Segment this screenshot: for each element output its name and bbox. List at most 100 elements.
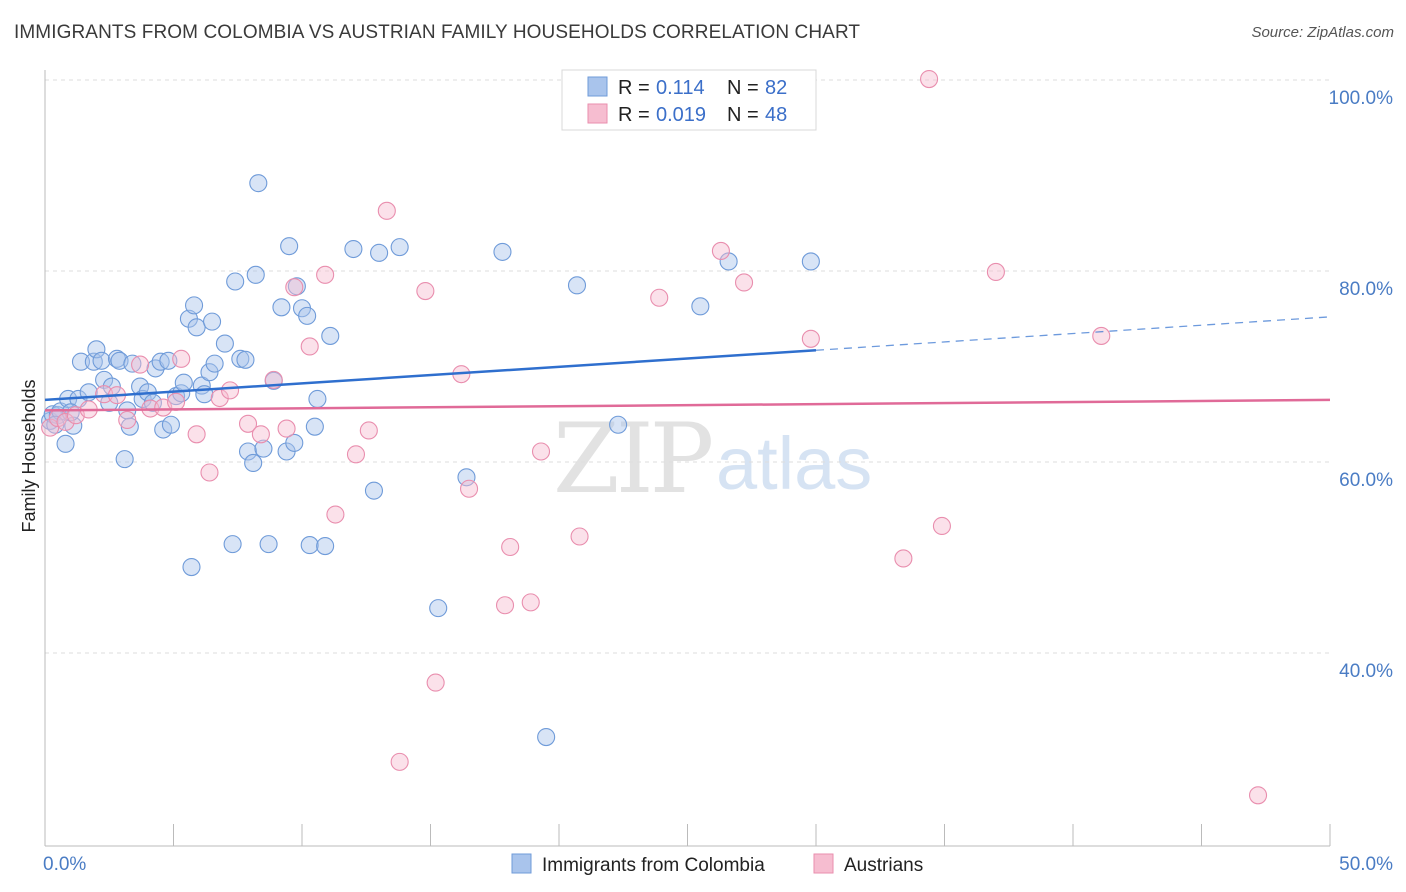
point-austrians-39 xyxy=(711,241,730,260)
top-legend-r-value-colombia: 0.114 xyxy=(656,77,705,99)
point-colombia-70 xyxy=(390,238,409,257)
point-austrians-46 xyxy=(986,262,1005,282)
point-austrians-30 xyxy=(426,673,445,692)
watermark: ZIP atlas xyxy=(553,403,872,515)
top-legend-n-value-austrians: 48 xyxy=(765,104,787,126)
point-austrians-11 xyxy=(167,392,186,411)
point-austrians-44 xyxy=(920,69,939,89)
point-colombia-46 xyxy=(231,349,250,368)
point-austrians-12 xyxy=(172,349,191,368)
top-legend-swatch-colombia xyxy=(587,76,608,97)
watermark-atlas: atlas xyxy=(716,422,872,505)
point-austrians-45 xyxy=(932,516,951,536)
point-colombia-30 xyxy=(161,415,180,434)
point-colombia-79 xyxy=(801,252,820,271)
point-austrians-35 xyxy=(521,593,540,612)
point-austrians-5 xyxy=(95,385,114,404)
point-colombia-35 xyxy=(182,557,201,577)
top-legend-swatch-austrians xyxy=(587,103,608,124)
point-colombia-32 xyxy=(172,384,191,403)
point-colombia-76 xyxy=(609,415,628,434)
bottom-legend-label-austrians: Austrians xyxy=(844,855,923,876)
point-austrians-47 xyxy=(1092,326,1111,345)
point-austrians-34 xyxy=(501,537,520,557)
point-colombia-69 xyxy=(370,243,389,262)
point-colombia-66 xyxy=(321,326,340,345)
point-colombia-18 xyxy=(115,450,134,469)
top-legend-n-label-austrians: N = xyxy=(727,104,759,126)
point-colombia-40 xyxy=(200,363,219,382)
point-colombia-44 xyxy=(223,535,242,554)
point-austrians-23 xyxy=(316,265,335,284)
point-austrians-43 xyxy=(894,549,913,568)
point-colombia-67 xyxy=(344,239,363,259)
point-austrians-28 xyxy=(390,752,409,771)
point-austrians-42 xyxy=(801,329,820,348)
point-colombia-49 xyxy=(244,453,263,473)
point-austrians-24 xyxy=(326,505,345,524)
point-austrians-40 xyxy=(734,273,754,292)
point-austrians-27 xyxy=(377,201,396,220)
point-colombia-78 xyxy=(719,252,738,271)
point-colombia-12 xyxy=(92,351,111,370)
chart-title: IMMIGRANTS FROM COLOMBIA VS AUSTRIAN FAM… xyxy=(14,22,861,43)
top-legend-r-label-austrians: R = xyxy=(618,104,650,126)
source-label: Source: ZipAtlas.com xyxy=(1251,24,1394,41)
point-colombia-8 xyxy=(71,352,91,371)
bottom-legend-label-colombia: Immigrants from Colombia xyxy=(542,855,765,876)
point-austrians-13 xyxy=(187,425,206,444)
top-legend-r-label-colombia: R = xyxy=(618,77,650,99)
point-colombia-41 xyxy=(203,312,222,331)
trend-line-colombia xyxy=(44,349,817,402)
point-austrians-16 xyxy=(220,381,240,400)
point-colombia-45 xyxy=(226,272,245,291)
point-colombia-57 xyxy=(280,237,299,256)
point-austrians-25 xyxy=(346,445,366,464)
point-austrians-17 xyxy=(238,414,258,433)
point-austrians-7 xyxy=(118,410,137,430)
point-colombia-55 xyxy=(272,298,291,317)
point-austrians-14 xyxy=(200,463,219,482)
point-austrians-20 xyxy=(277,419,296,438)
point-colombia-77 xyxy=(691,297,710,316)
point-colombia-53 xyxy=(259,535,278,554)
y-tick-labels: 100.0% 80.0% 60.0% 40.0% xyxy=(1329,88,1394,682)
point-austrians-18 xyxy=(251,425,270,444)
axes xyxy=(44,70,1331,847)
point-austrians-32 xyxy=(459,479,479,498)
point-colombia-4 xyxy=(56,434,75,453)
point-austrians-37 xyxy=(570,527,589,546)
trend-lines xyxy=(44,316,1331,412)
point-colombia-64 xyxy=(308,389,327,409)
point-austrians-21 xyxy=(285,278,304,297)
point-colombia-72 xyxy=(457,468,476,487)
point-colombia-33 xyxy=(174,373,193,392)
top-legend-r-value-austrians: 0.019 xyxy=(656,104,706,126)
point-austrians-36 xyxy=(531,442,551,461)
point-austrians-38 xyxy=(650,288,669,307)
point-colombia-51 xyxy=(249,174,268,193)
point-colombia-27 xyxy=(151,352,170,371)
x-tick-labels: 0.0% 50.0% xyxy=(43,854,1393,875)
x-tick-label-1: 50.0% xyxy=(1339,854,1393,875)
point-colombia-43 xyxy=(215,334,234,353)
point-colombia-47 xyxy=(236,350,255,369)
y-tick-label-0: 100.0% xyxy=(1329,88,1394,109)
point-colombia-37 xyxy=(187,318,206,337)
y-axis-label: Family Households xyxy=(19,379,39,532)
point-austrians-2 xyxy=(56,412,75,431)
point-colombia-42 xyxy=(205,354,224,373)
point-colombia-75 xyxy=(567,276,587,295)
point-austrians-22 xyxy=(300,337,319,356)
point-colombia-48 xyxy=(238,442,258,461)
point-austrians-8 xyxy=(131,355,150,374)
bottom-legend: Immigrants from Colombia Austrians xyxy=(511,853,923,876)
point-austrians-26 xyxy=(359,421,378,440)
trend-line-colombia-extension xyxy=(815,316,1331,351)
point-colombia-68 xyxy=(364,481,384,500)
point-colombia-52 xyxy=(254,439,273,458)
bottom-legend-swatch-austrians xyxy=(813,853,834,874)
y-tick-label-1: 80.0% xyxy=(1339,279,1393,300)
trend-line-austrians xyxy=(44,398,1331,412)
